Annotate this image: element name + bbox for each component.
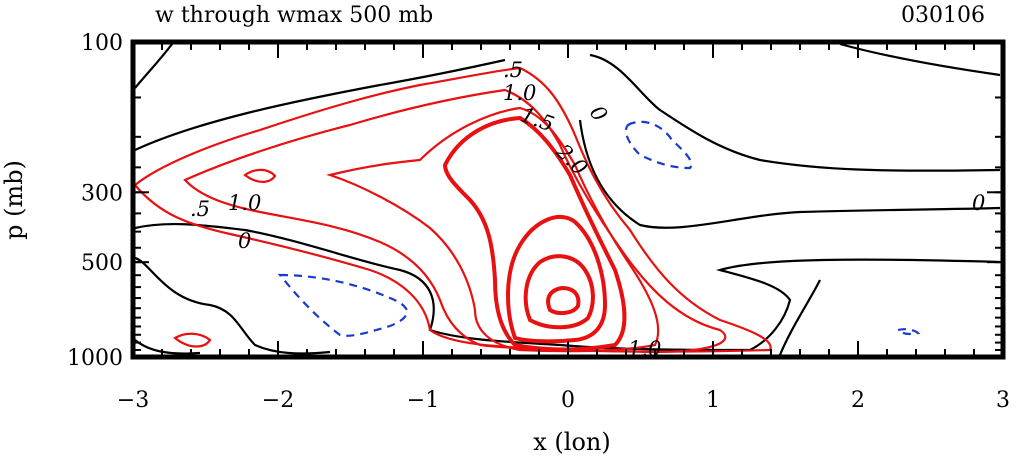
contour-inner-1 xyxy=(506,215,608,344)
zero-contour-bottom xyxy=(134,256,821,356)
contour-label: .5 xyxy=(190,197,210,221)
zero-contour-top xyxy=(134,42,1001,172)
chart-title: w through wmax 500 mb xyxy=(155,3,433,28)
contour-1.5 xyxy=(326,106,660,353)
zero-contour-mid xyxy=(578,119,1001,229)
contour-label: 0 xyxy=(972,191,985,215)
plot-frame xyxy=(130,39,1006,360)
contour-inner-2 xyxy=(523,254,595,330)
zero-contour-lower xyxy=(134,222,1001,352)
contour-lines xyxy=(133,42,1001,356)
contour-inner-3 xyxy=(546,285,581,316)
x-tick-label: 0 xyxy=(561,388,575,413)
contour-label: 1.0 xyxy=(503,81,536,105)
x-axis-label: x (lon) xyxy=(533,428,610,456)
negative-contour-right xyxy=(895,328,921,336)
x-tick-label: −2 xyxy=(262,388,294,413)
contour-small-left xyxy=(243,168,277,183)
y-tick-label: 1000 xyxy=(67,346,123,371)
contour-label: 0 xyxy=(238,229,251,253)
y-tick-label: 100 xyxy=(81,31,123,56)
contour-small-bottom xyxy=(173,332,212,348)
negative-contour-lower xyxy=(277,273,408,337)
contour-1.0 xyxy=(183,88,727,354)
contour-0.5 xyxy=(133,66,772,353)
contour-label: 0 xyxy=(585,101,612,126)
y-tick-label: 500 xyxy=(81,251,123,276)
x-tick-label: 1 xyxy=(706,388,720,413)
contour-2.0 xyxy=(442,115,627,352)
x-tick-label: −3 xyxy=(117,388,149,413)
contour-label: 1.0 xyxy=(228,191,261,215)
y-axis-label: p (mb) xyxy=(0,160,28,240)
x-tick-label: −1 xyxy=(407,388,439,413)
contour-label: .5 xyxy=(503,58,523,82)
x-tick-label: 3 xyxy=(996,388,1010,413)
negative-contour-upper xyxy=(624,120,693,170)
contour-label: 2.0 xyxy=(551,139,592,180)
x-tick-label: 2 xyxy=(851,388,865,413)
y-tick-label: 300 xyxy=(81,181,123,206)
date-label: 030106 xyxy=(901,3,985,28)
